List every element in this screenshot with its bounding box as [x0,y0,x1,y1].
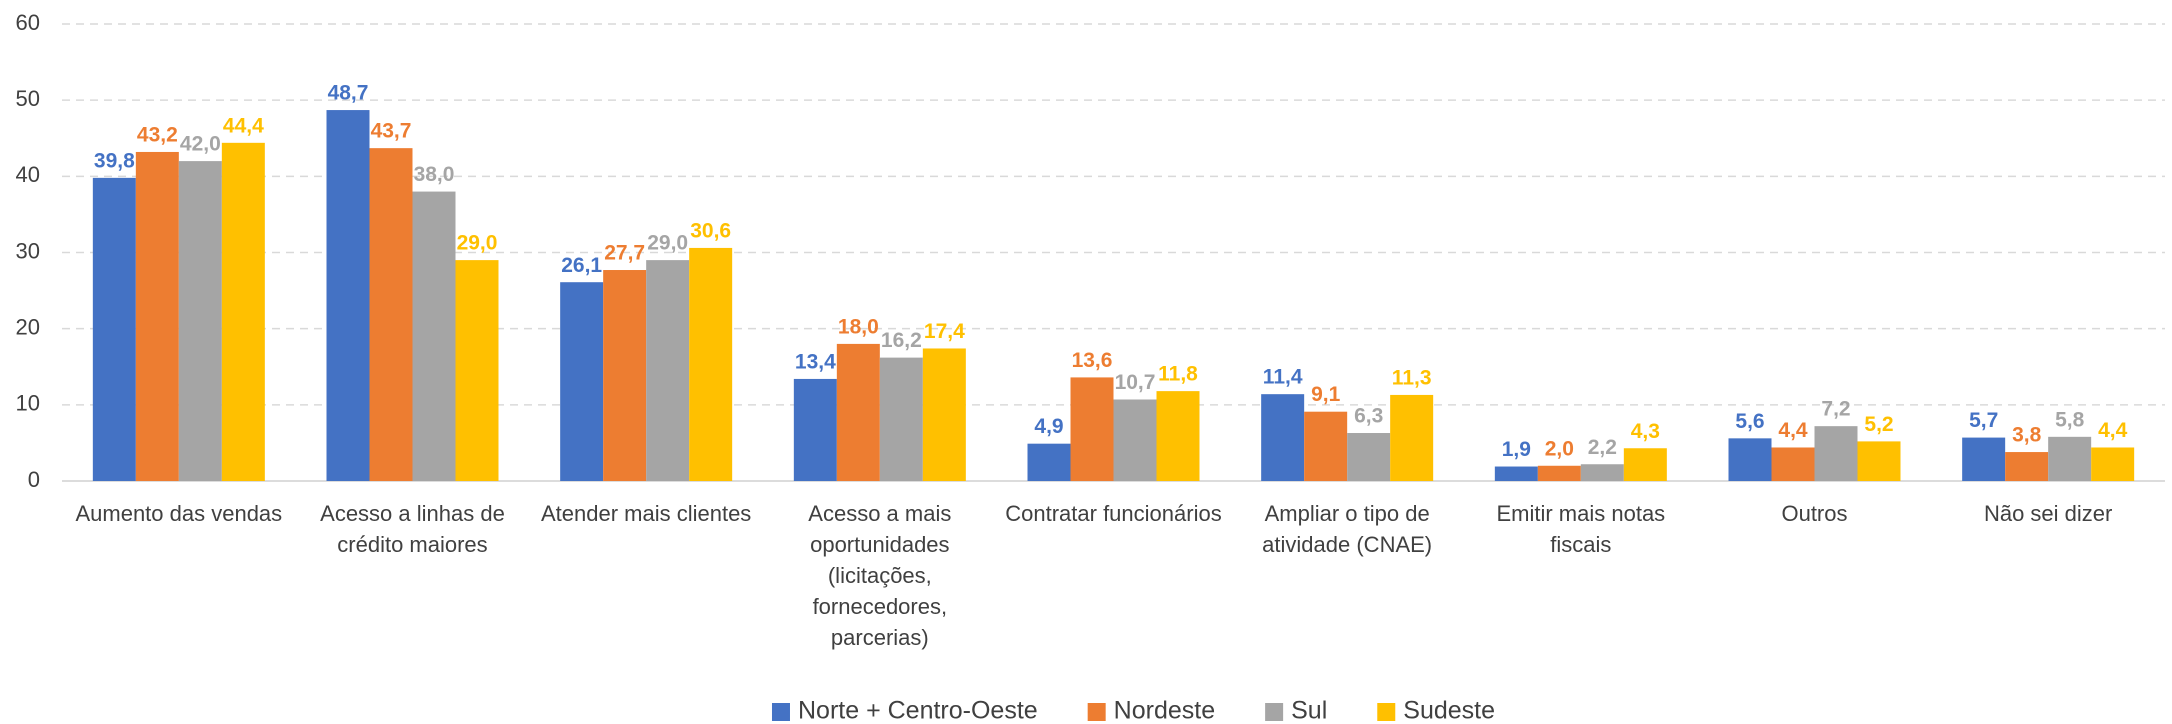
y-tick-label: 60 [16,10,40,35]
bar [1304,411,1348,481]
bar [2091,447,2135,481]
bar [646,260,690,481]
legend-label: Sudeste [1403,697,1495,724]
value-label: 3,8 [2012,424,2042,447]
bar [879,357,923,481]
value-label: 29,0 [647,232,688,255]
value-label: 7,2 [1821,398,1850,421]
y-tick-label: 10 [16,391,40,416]
value-label: 30,6 [690,219,731,242]
x-tick-label: Outros [1781,501,1848,526]
value-label: 42,0 [180,133,221,156]
value-label: 1,9 [1502,438,1531,461]
bar [793,378,837,481]
bar [603,270,647,481]
value-label: 11,3 [1392,366,1432,389]
bar [135,151,179,481]
bar [689,247,733,481]
value-label: 43,7 [371,120,412,143]
value-label: 29,0 [457,232,498,255]
bar [1390,394,1434,481]
bar [1027,443,1071,481]
bar [2048,436,2092,481]
bar [560,282,604,481]
bar [455,260,499,481]
value-label: 5,8 [2055,408,2085,431]
value-label: 18,0 [838,315,879,338]
bar [1261,394,1305,481]
x-tick-label: Emitir mais notas fiscais [1496,501,1666,557]
value-label: 39,8 [94,149,135,172]
x-tick-label: Não sei dizer [1983,501,2113,526]
bar [1728,438,1772,481]
x-tick-label: Atender mais clientes [540,501,752,526]
bar [1347,433,1391,481]
value-label: 4,3 [1631,420,1660,443]
bar [326,110,370,482]
value-label: 5,7 [1969,409,1998,432]
bar [412,191,456,482]
bar [369,148,413,481]
legend-swatch [1265,703,1284,721]
x-tick-label: Aumento das vendas [75,501,283,526]
value-label: 11,8 [1158,363,1198,386]
legend-swatch [1377,703,1396,721]
value-label: 5,2 [1864,413,1893,436]
bar [1580,464,1624,481]
value-label: 44,4 [223,114,264,137]
value-label: 5,6 [1735,410,1764,433]
y-tick-label: 0 [28,467,40,492]
value-label: 4,4 [2098,419,2128,442]
value-label: 48,7 [328,82,369,105]
bar [1623,448,1667,481]
legend-swatch [771,703,790,721]
x-tick-label: Contratar funcionários [1005,501,1222,526]
value-label: 10,7 [1115,371,1156,394]
bar [1537,465,1581,481]
y-tick-label: 40 [16,162,40,187]
value-label: 27,7 [604,242,645,265]
value-label: 9,1 [1311,383,1341,406]
bar [1070,377,1114,481]
x-tick-label: Acesso a mais oportunidades (licitações,… [808,501,952,650]
value-label: 11,4 [1263,366,1303,389]
value-label: 38,0 [414,163,455,186]
value-label: 26,1 [561,254,602,277]
bar [1771,447,1815,481]
legend-label: Sul [1291,697,1327,724]
bar [1814,426,1858,481]
value-label: 2,0 [1545,437,1574,460]
x-tick-label: Ampliar o tipo de atividade (CNAE) [1262,501,1433,557]
bar [92,177,136,481]
y-tick-label: 50 [16,86,40,111]
value-label: 13,4 [795,350,836,373]
legend-label: Norte + Centro-Oeste [798,697,1038,724]
legend-label: Nordeste [1114,697,1215,724]
legend-swatch [1087,703,1106,721]
value-label: 6,3 [1354,405,1383,428]
value-label: 43,2 [137,124,178,147]
value-label: 4,9 [1034,415,1063,438]
bar [1156,391,1200,481]
bar [2005,452,2049,481]
bar [221,142,265,481]
value-label: 16,2 [881,329,922,352]
y-tick-label: 30 [16,238,40,263]
bar [1113,399,1157,481]
x-tick-label: Acesso a linhas de crédito maiores [320,501,505,557]
value-label: 4,4 [1778,419,1808,442]
bar [922,348,966,481]
bar [1494,466,1538,481]
value-label: 2,2 [1588,436,1617,459]
value-label: 13,6 [1072,349,1113,372]
bar [1962,437,2006,481]
bar [836,343,880,481]
value-label: 17,4 [924,320,965,343]
bar [178,161,222,481]
bar [1857,441,1901,481]
y-tick-label: 20 [16,314,40,339]
